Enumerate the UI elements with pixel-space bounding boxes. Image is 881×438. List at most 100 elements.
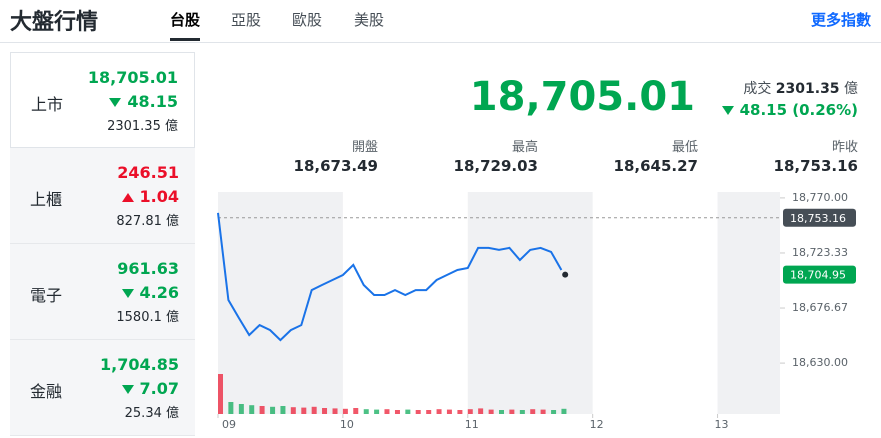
- x-tick-label: 11: [465, 418, 479, 431]
- market-price: 18,705.01: [87, 68, 178, 87]
- y-tick-label: 18,723.33: [792, 246, 848, 259]
- reference-tag: [783, 208, 856, 227]
- market-volume: 2301.35 億: [107, 119, 178, 134]
- main-price: 18,705.01: [469, 74, 695, 120]
- volume-bar: [332, 408, 338, 414]
- volume-bar: [342, 408, 348, 414]
- session-band: [218, 192, 343, 414]
- volume-bar: [457, 410, 463, 414]
- volume-bar: [426, 410, 432, 414]
- volume-bar: [322, 408, 328, 414]
- volume-label: 成交: [743, 81, 772, 97]
- stat-label: 昨收: [831, 140, 858, 155]
- session-band: [467, 192, 593, 414]
- volume-bar: [436, 409, 442, 414]
- divider: [0, 42, 881, 43]
- x-tick-label: 13: [715, 418, 729, 431]
- direction-icon: [121, 385, 134, 394]
- price-line: [217, 212, 563, 342]
- tab[interactable]: 美股: [354, 11, 385, 29]
- volume-bar: [280, 406, 286, 414]
- stat-value: 18,673.49: [293, 157, 378, 175]
- change-text: 48.15 (0.26%): [739, 101, 858, 119]
- volume-bar: [249, 405, 255, 414]
- volume-bar: [301, 407, 307, 414]
- volume-bar: [228, 402, 234, 414]
- volume-bar: [363, 409, 369, 414]
- volume-value: 2301.35: [775, 81, 840, 97]
- direction-icon: [721, 106, 734, 115]
- last-tag: [783, 265, 856, 284]
- market-change: 48.15: [109, 92, 178, 111]
- volume-bar: [394, 410, 400, 414]
- volume-bar: [478, 408, 484, 414]
- session-band: [717, 192, 780, 414]
- page-title: 大盤行情: [10, 10, 99, 35]
- volume-bar: [415, 410, 421, 414]
- direction-icon: [109, 98, 122, 107]
- market-change: 7.07: [121, 379, 179, 398]
- market-volume: 25.34 億: [124, 406, 179, 421]
- reference-label: 18,753.16: [790, 212, 846, 225]
- last-label: 18,704.95: [790, 269, 846, 282]
- market-name: 上櫃: [30, 190, 63, 209]
- market-row[interactable]: 上櫃 246.51 1.04 827.81 億: [10, 148, 195, 244]
- volume-bar: [467, 409, 473, 414]
- last-point: [562, 271, 569, 278]
- market-name: 上市: [31, 95, 64, 114]
- tab[interactable]: 亞股: [231, 11, 262, 29]
- volume-bar: [259, 406, 265, 414]
- stat-value: 18,729.03: [453, 157, 538, 175]
- market-row[interactable]: 上市 18,705.01 48.15 2301.35 億: [10, 52, 195, 148]
- y-tick-label: 18,676.67: [792, 301, 848, 314]
- market-change: 1.04: [121, 187, 179, 206]
- stat-value: 18,753.16: [773, 157, 858, 175]
- volume-bar: [499, 410, 504, 414]
- change-text: 1.04: [139, 187, 179, 206]
- main-change: 48.15 (0.26%): [721, 101, 858, 119]
- y-tick-label: 18,770.00: [792, 191, 848, 204]
- market-price: 1,704.85: [100, 355, 179, 374]
- stat-label: 最低: [671, 140, 698, 155]
- change-text: 7.07: [139, 379, 179, 398]
- direction-icon: [121, 289, 134, 298]
- volume: 成交 2301.35 億: [743, 78, 858, 98]
- change-text: 48.15: [127, 92, 178, 111]
- y-tick-label: 18,630.00: [792, 356, 848, 369]
- market-row[interactable]: 金融 1,704.85 7.07 25.34 億: [10, 340, 195, 436]
- tab[interactable]: 歐股: [292, 11, 323, 29]
- change-text: 4.26: [139, 283, 179, 302]
- market-name: 金融: [30, 382, 63, 401]
- market-volume: 1580.1 億: [116, 310, 179, 325]
- volume-bar: [530, 409, 536, 414]
- volume-bar: [270, 406, 276, 414]
- volume-unit: 億: [844, 81, 858, 97]
- market-price: 961.63: [117, 259, 179, 278]
- volume-bar: [509, 409, 515, 414]
- volume-bar: [540, 409, 546, 414]
- volume-bar: [238, 404, 244, 414]
- tab[interactable]: 台股: [170, 9, 201, 41]
- volume-bar: [311, 406, 317, 414]
- volume-bar: [405, 409, 411, 414]
- stat-value: 18,645.27: [613, 157, 698, 175]
- volume-bar: [551, 410, 557, 414]
- volume-bar: [353, 408, 359, 414]
- volume-bar: [218, 374, 223, 414]
- stat-label: 最高: [511, 140, 538, 155]
- volume-bar: [384, 409, 390, 414]
- x-tick-label: 10: [340, 418, 354, 431]
- volume-bar: [519, 410, 525, 414]
- direction-icon: [121, 193, 134, 202]
- more-link[interactable]: 更多指數: [811, 11, 872, 29]
- market-price: 246.51: [117, 163, 179, 182]
- stat-label: 開盤: [351, 140, 378, 155]
- market-row[interactable]: 電子 961.63 4.26 1580.1 億: [10, 244, 195, 340]
- volume-bar: [488, 409, 494, 414]
- x-tick-label: 09: [222, 418, 236, 431]
- market-name: 電子: [30, 286, 63, 305]
- x-tick-label: 12: [590, 418, 604, 431]
- volume-bar: [290, 407, 296, 414]
